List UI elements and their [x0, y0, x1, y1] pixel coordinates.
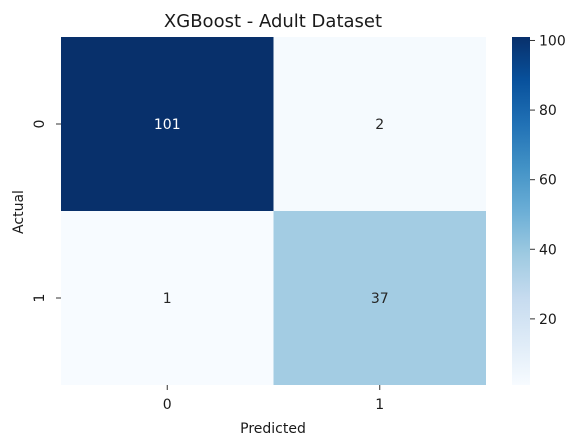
x-tick-label-0: 0 — [163, 397, 172, 413]
heatmap-cell-0-0 — [61, 37, 274, 211]
colorbar-tick-label-0: 20 — [539, 312, 557, 328]
y-axis-ticks: 01 — [32, 120, 61, 303]
chart-title: XGBoost - Adult Dataset — [164, 11, 382, 32]
x-axis-label: Predicted — [240, 421, 306, 437]
colorbar-ticks: 20 40 60 80 100 — [530, 33, 566, 328]
colorbar-tick-label-2: 60 — [539, 173, 557, 189]
heatmap-cell-0-1 — [273, 37, 486, 211]
colorbar — [512, 37, 530, 385]
cell-value-label-0-0: 101 — [154, 117, 181, 133]
colorbar-tick-label-1: 40 — [539, 242, 557, 258]
heatmap-cell-1-0 — [61, 211, 274, 385]
cell-value-label-0-1: 2 — [375, 117, 384, 133]
x-tick-label-1: 1 — [375, 397, 384, 413]
y-tick-label-0: 0 — [32, 120, 48, 129]
y-tick-label-1: 1 — [32, 294, 48, 303]
y-axis-label: Actual — [11, 190, 27, 234]
heatmap-cell-1-1 — [273, 211, 486, 385]
heatmap-cells: 101 2 1 37 — [61, 37, 486, 385]
colorbar-tick-label-3: 80 — [539, 103, 557, 119]
colorbar-tick-label-4: 100 — [539, 33, 566, 49]
cell-value-label-1-0: 1 — [163, 291, 172, 307]
cell-value-label-1-1: 37 — [371, 291, 389, 307]
